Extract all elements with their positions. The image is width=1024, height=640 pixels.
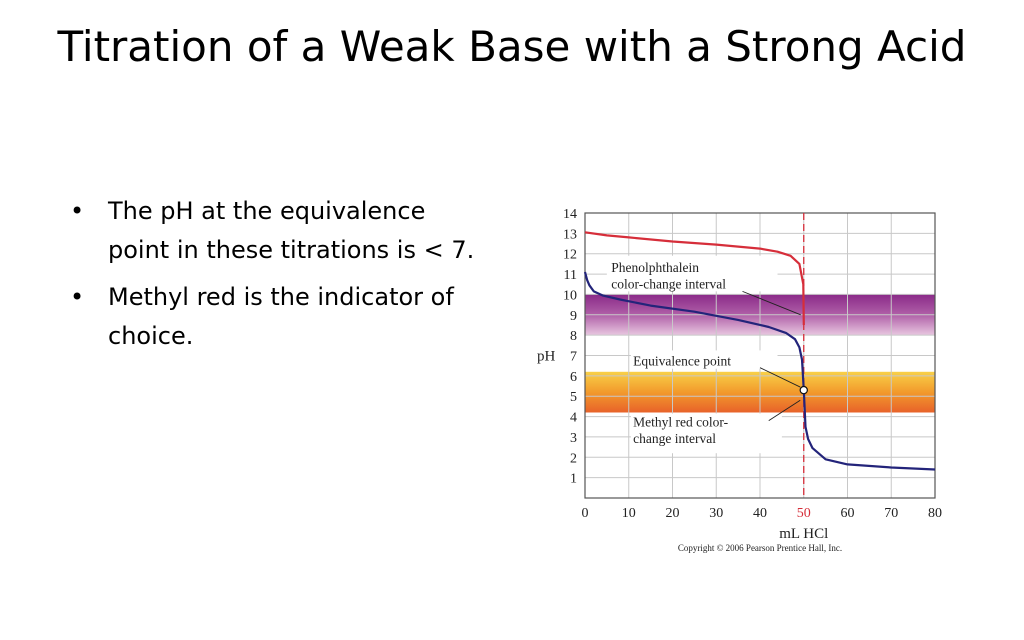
- bullet-text: Methyl red is the indicator of choice.: [108, 283, 454, 350]
- x-tick-label: 70: [884, 506, 898, 521]
- y-tick-label: 8: [570, 329, 577, 344]
- x-tick-label: 20: [666, 506, 680, 521]
- slide-title: Titration of a Weak Base with a Strong A…: [57, 22, 967, 71]
- x-tick-label: 80: [928, 506, 942, 521]
- titration-curve: [583, 271, 936, 471]
- y-tick-label: 10: [563, 288, 577, 303]
- x-axis-label: mL HCl: [779, 526, 828, 542]
- bullet-dot: •: [70, 197, 85, 225]
- copyright-text: Copyright © 2006 Pearson Prentice Hall, …: [678, 543, 842, 553]
- y-tick-label: 11: [564, 268, 577, 283]
- methyl-red-label: Methyl red color-: [633, 415, 728, 430]
- bullet-item: • The pH at the equivalence point in the…: [70, 192, 490, 270]
- bullet-text: The pH at the equivalence point in these…: [108, 197, 475, 264]
- x-tick-label: 50: [797, 506, 811, 521]
- phenolphthalein-label: color-change interval: [611, 276, 726, 291]
- bullet-dot: •: [70, 283, 85, 311]
- equivalence-point-label: Equivalence point: [633, 354, 731, 369]
- x-tick-label: 10: [622, 506, 636, 521]
- x-tick-label: 0: [582, 506, 589, 521]
- titration-curve: [584, 231, 805, 326]
- plot-frame: [584, 212, 936, 499]
- y-tick-label: 14: [563, 207, 577, 222]
- y-tick-label: 9: [570, 309, 577, 324]
- annotation-box: [630, 413, 782, 454]
- bullet-item: • Methyl red is the indicator of choice.: [70, 278, 490, 356]
- bullet-list: • The pH at the equivalence point in the…: [70, 192, 490, 364]
- y-tick-label: 5: [570, 390, 577, 405]
- y-axis-label: pH: [537, 349, 556, 365]
- y-tick-label: 3: [570, 431, 577, 446]
- x-tick-label: 40: [753, 506, 767, 521]
- y-tick-label: 2: [570, 451, 577, 466]
- methyl-red-label: change interval: [633, 431, 716, 446]
- y-tick-label: 4: [570, 411, 577, 426]
- annotation-pointer: [742, 290, 801, 316]
- y-tick-label: 13: [563, 227, 577, 242]
- y-tick-label: 1: [570, 472, 577, 487]
- y-tick-label: 7: [570, 350, 577, 365]
- y-tick-label: 12: [563, 248, 577, 263]
- annotation-pointer: [768, 399, 801, 422]
- annotation-pointer: [759, 367, 801, 388]
- annotation-box: [630, 350, 778, 369]
- equivalence-point-marker: [799, 385, 808, 395]
- y-tick-label: 6: [570, 370, 577, 385]
- x-tick-label: 60: [841, 506, 855, 521]
- titration-chart: 1 2 3 4 5 6 7 8 9 10 11 12 13 14 0 10 20 30 40 50 60 70 80 pH mL…: [515, 195, 955, 555]
- phenolphthalein-label: Phenolphthalein: [611, 260, 699, 275]
- x-tick-label: 30: [709, 506, 723, 521]
- annotation-box: [606, 255, 778, 292]
